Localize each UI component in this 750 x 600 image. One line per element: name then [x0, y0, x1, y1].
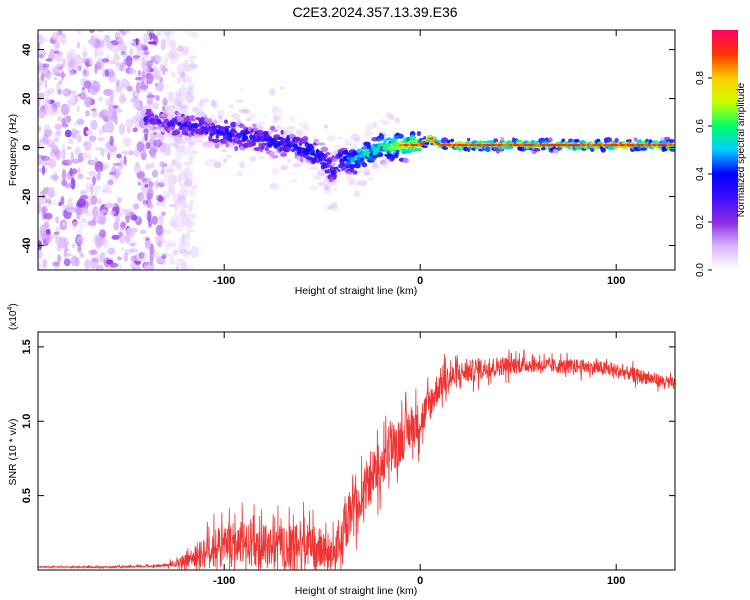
- colorbar-tick-label: 0.4: [695, 167, 706, 181]
- colorbar: 0.0 0.2 0.4 0.6 0.8 Normalized spectral ampl…: [695, 30, 747, 277]
- colorbar-tick-label: 0.8: [695, 71, 706, 85]
- snr-y-tick-label: 1.0: [21, 414, 33, 429]
- snr-y-tick-label: 0.5: [21, 488, 33, 503]
- spectrogram-x-axis: -100 0 100: [213, 30, 625, 287]
- colorbar-gradient: [712, 30, 738, 270]
- snr-y-axis: 0.5 1.0 1.5: [21, 339, 675, 503]
- snr-series-line: [38, 349, 675, 570]
- colorbar-tick-label: 0.6: [695, 119, 706, 133]
- spectrogram-y-tick-label: 0: [21, 144, 33, 150]
- colorbar-tick-label: 0.0: [695, 263, 706, 277]
- figure-title: C2E3.2024.357.13.39.E36: [292, 4, 457, 20]
- snr-frame: [37, 331, 676, 571]
- snr-x-label: Height of straight line (km): [295, 585, 418, 597]
- spectrogram-heat-layer: [38, 30, 675, 270]
- spectrogram-y-tick-label: 40: [21, 43, 33, 55]
- snr-x-tick-label: 100: [607, 575, 625, 587]
- snr-x-axis: -100 0 100: [213, 332, 625, 587]
- spectrogram-panel: -100 0 100 -40 -20 0 20 40 Height of straight …: [7, 29, 676, 297]
- snr-scale-exponent: 4: [7, 307, 14, 311]
- snr-y-tick-label: 1.5: [21, 339, 33, 354]
- snr-x-tick-label: -100: [213, 575, 235, 587]
- spectrogram-y-tick-label: -20: [21, 189, 33, 205]
- spectrogram-frame: [37, 29, 676, 271]
- snr-x-tick-label: 0: [417, 575, 423, 587]
- spectrogram-x-tick-label: 0: [417, 275, 423, 287]
- spectrogram-y-tick-label: -40: [21, 238, 33, 254]
- spectrogram-y-axis: -40 -20 0 20 40: [21, 43, 675, 253]
- snr-panel: -100 0 100 0.5 1.0 1.5 Height of straight li…: [7, 303, 676, 597]
- spectrogram-x-tick-label: 100: [607, 275, 625, 287]
- spectrogram-x-tick-label: -100: [213, 275, 235, 287]
- snr-scale-label: (x104): [7, 303, 19, 330]
- spectrogram-y-label: Frequency (Hz): [7, 114, 19, 186]
- colorbar-label: Normalized spectral amplitude: [736, 82, 747, 217]
- spectrogram-x-label: Height of straight line (km): [295, 285, 418, 297]
- colorbar-tick-label: 0.2: [695, 215, 706, 229]
- colorbar-ticks: 0.0 0.2 0.4 0.6 0.8: [695, 71, 712, 277]
- spectrogram-ridge: [143, 105, 675, 183]
- snr-y-label: SNR (10 * v/v): [7, 418, 19, 485]
- spectrogram-y-tick-label: 20: [21, 92, 33, 104]
